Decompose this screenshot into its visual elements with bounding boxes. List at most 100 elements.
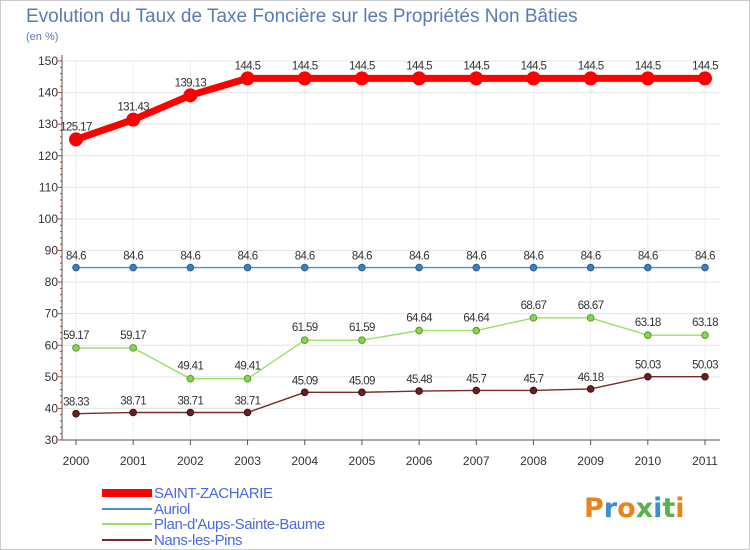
x-tick-label-2003: 2003 — [234, 454, 261, 468]
series-line-saint-zacharie — [72, 74, 709, 143]
data-point-nans-les-pins — [358, 388, 366, 397]
data-label-nans-les-pins: 38.71 — [120, 395, 146, 407]
data-label-nans-les-pins: 45.7 — [523, 373, 543, 385]
logo-letter: P — [584, 493, 604, 524]
data-label-auriol: 84.6 — [295, 251, 315, 263]
data-label-auriol: 84.6 — [123, 251, 143, 263]
data-point-nans-les-pins — [300, 388, 309, 397]
data-label-nans-les-pins: 38.71 — [235, 395, 261, 407]
logo-letter: i — [653, 493, 662, 524]
legend-label-nans-les-pins: Nans-les-Pins — [154, 532, 242, 549]
axes: 30 40 50 60 70 80 90 100 110 120 130 140 150 2000 2001… — [38, 54, 720, 468]
data-point-nans-les-pins — [529, 386, 538, 395]
data-point-nans-les-pins — [415, 387, 423, 395]
data-label-plan-d-aups-sainte-baume: 63.18 — [635, 317, 661, 329]
data-point-auriol — [415, 263, 423, 272]
data-label-auriol: 84.6 — [466, 251, 486, 263]
data-label-auriol: 84.6 — [638, 251, 658, 263]
series-layer: 125.17 131.43 139.13 144.5 144.5 144.5 144.5 14… — [60, 60, 719, 418]
data-label-auriol: 84.6 — [66, 251, 86, 263]
data-label-plan-d-aups-sainte-baume: 61.59 — [349, 322, 375, 334]
data-point-saint-zacharie — [469, 71, 484, 86]
data-point-nans-les-pins — [586, 385, 595, 393]
data-label-saint-zacharie: 144.5 — [235, 60, 261, 72]
data-label-nans-les-pins: 50.03 — [692, 360, 718, 372]
y-tick-label-150: 150 — [38, 54, 58, 68]
x-tick-label-2002: 2002 — [177, 454, 204, 468]
series-nans-les-pins: 38.33 38.71 38.71 38.71 45.09 45.09 45.48 45.7 4… — [63, 360, 719, 418]
data-point-auriol — [358, 263, 366, 272]
data-point-saint-zacharie — [126, 112, 141, 127]
data-point-saint-zacharie — [69, 132, 83, 147]
x-tick-label-2005: 2005 — [349, 454, 376, 468]
data-point-saint-zacharie — [526, 71, 541, 86]
data-label-plan-d-aups-sainte-baume: 59.17 — [120, 330, 146, 342]
data-point-nans-les-pins — [472, 386, 481, 395]
y-tick-label-40: 40 — [45, 401, 59, 415]
data-label-auriol: 84.6 — [352, 251, 372, 263]
data-label-auriol: 84.6 — [238, 251, 258, 263]
logo-letter: r — [604, 493, 618, 524]
data-label-plan-d-aups-sainte-baume: 49.41 — [177, 361, 203, 373]
data-label-saint-zacharie: 144.5 — [692, 60, 718, 72]
y-tick-label-130: 130 — [38, 117, 58, 131]
data-label-saint-zacharie: 144.5 — [406, 60, 432, 72]
data-label-auriol: 84.6 — [581, 251, 601, 263]
data-point-auriol — [701, 263, 709, 272]
data-label-saint-zacharie: 125.17 — [60, 121, 92, 133]
data-point-plan-d-aups-sainte-baume — [586, 314, 595, 322]
proxiti-logo: Proxiti — [584, 493, 685, 524]
y-tick-label-60: 60 — [45, 338, 59, 352]
data-point-auriol — [644, 263, 652, 272]
data-label-nans-les-pins: 45.09 — [349, 375, 375, 387]
data-point-plan-d-aups-sainte-baume — [243, 374, 252, 383]
data-label-plan-d-aups-sainte-baume: 64.64 — [406, 313, 433, 325]
x-tick-label-2006: 2006 — [406, 454, 433, 468]
data-label-auriol: 84.6 — [695, 251, 715, 263]
data-label-nans-les-pins: 45.7 — [466, 373, 486, 385]
x-tick-label-2010: 2010 — [634, 454, 661, 468]
x-tick-label-2004: 2004 — [291, 454, 318, 468]
y-tick-label-100: 100 — [38, 212, 58, 226]
data-point-plan-d-aups-sainte-baume — [300, 336, 309, 345]
data-label-nans-les-pins: 45.09 — [292, 375, 318, 387]
data-label-saint-zacharie: 144.5 — [349, 60, 375, 72]
data-point-auriol — [129, 263, 137, 272]
series-auriol: 84.6 84.6 84.6 84.6 84.6 84.6 84.6 84.6 84.6 84.6… — [66, 251, 716, 272]
data-label-saint-zacharie: 144.5 — [521, 60, 547, 72]
data-point-auriol — [472, 263, 481, 272]
data-label-saint-zacharie: 144.5 — [292, 60, 318, 72]
data-point-nans-les-pins — [72, 409, 80, 418]
data-point-auriol — [186, 263, 195, 272]
legend-label-saint-zacharie: SAINT-ZACHARIE — [154, 485, 273, 502]
data-point-auriol — [529, 263, 538, 272]
data-label-plan-d-aups-sainte-baume: 61.59 — [292, 322, 318, 334]
data-point-plan-d-aups-sainte-baume — [644, 331, 652, 340]
data-label-nans-les-pins: 50.03 — [635, 360, 661, 372]
data-point-saint-zacharie — [297, 71, 312, 86]
y-tick-label-110: 110 — [39, 180, 58, 194]
y-tick-label-50: 50 — [45, 370, 59, 384]
y-tick-label-30: 30 — [45, 433, 59, 447]
data-label-saint-zacharie: 144.5 — [463, 60, 489, 72]
data-point-plan-d-aups-sainte-baume — [358, 336, 366, 345]
y-tick-label-120: 120 — [38, 149, 58, 163]
x-tick-label-2001: 2001 — [120, 454, 147, 468]
data-point-nans-les-pins — [186, 408, 195, 417]
chart-title: Evolution du Taux de Taxe Foncière sur l… — [26, 6, 578, 27]
data-point-saint-zacharie — [354, 71, 369, 86]
data-point-saint-zacharie — [640, 71, 655, 86]
y-tick-label-80: 80 — [45, 275, 59, 289]
y-tick-label-90: 90 — [45, 244, 59, 258]
data-label-saint-zacharie: 144.5 — [635, 60, 661, 72]
chart-subtitle: (en %) — [26, 31, 58, 43]
data-label-plan-d-aups-sainte-baume: 68.67 — [521, 300, 547, 312]
logo-letter: t — [662, 493, 675, 524]
data-point-auriol — [300, 263, 309, 272]
series-plan-d-aups-sainte-baume: 59.17 59.17 49.41 49.41 61.59 61.59 64.64 64.64… — [63, 300, 719, 383]
data-label-auriol: 84.6 — [523, 251, 543, 263]
data-point-saint-zacharie — [240, 71, 255, 86]
data-label-auriol: 84.6 — [180, 251, 200, 263]
